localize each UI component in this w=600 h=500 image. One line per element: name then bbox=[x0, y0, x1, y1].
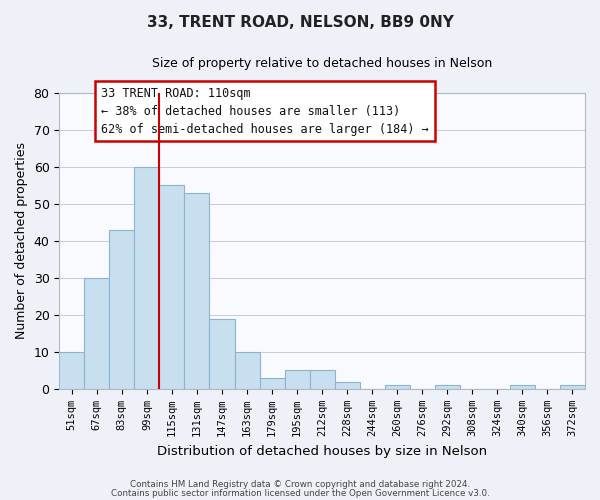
Bar bbox=[284, 370, 310, 389]
Bar bbox=[560, 385, 585, 389]
Y-axis label: Number of detached properties: Number of detached properties bbox=[15, 142, 28, 339]
Bar bbox=[134, 166, 160, 389]
Text: Contains public sector information licensed under the Open Government Licence v3: Contains public sector information licen… bbox=[110, 488, 490, 498]
Text: 33, TRENT ROAD, NELSON, BB9 0NY: 33, TRENT ROAD, NELSON, BB9 0NY bbox=[146, 15, 454, 30]
Title: Size of property relative to detached houses in Nelson: Size of property relative to detached ho… bbox=[152, 58, 492, 70]
Bar bbox=[160, 185, 184, 389]
Bar bbox=[510, 385, 535, 389]
Bar bbox=[59, 352, 85, 389]
Text: 33 TRENT ROAD: 110sqm
← 38% of detached houses are smaller (113)
62% of semi-det: 33 TRENT ROAD: 110sqm ← 38% of detached … bbox=[101, 86, 429, 136]
X-axis label: Distribution of detached houses by size in Nelson: Distribution of detached houses by size … bbox=[157, 444, 487, 458]
Bar bbox=[109, 230, 134, 389]
Bar bbox=[235, 352, 260, 389]
Bar bbox=[260, 378, 284, 389]
Bar bbox=[310, 370, 335, 389]
Bar bbox=[184, 192, 209, 389]
Bar bbox=[85, 278, 109, 389]
Bar bbox=[209, 318, 235, 389]
Bar bbox=[335, 382, 359, 389]
Bar bbox=[435, 385, 460, 389]
Bar bbox=[385, 385, 410, 389]
Text: Contains HM Land Registry data © Crown copyright and database right 2024.: Contains HM Land Registry data © Crown c… bbox=[130, 480, 470, 489]
